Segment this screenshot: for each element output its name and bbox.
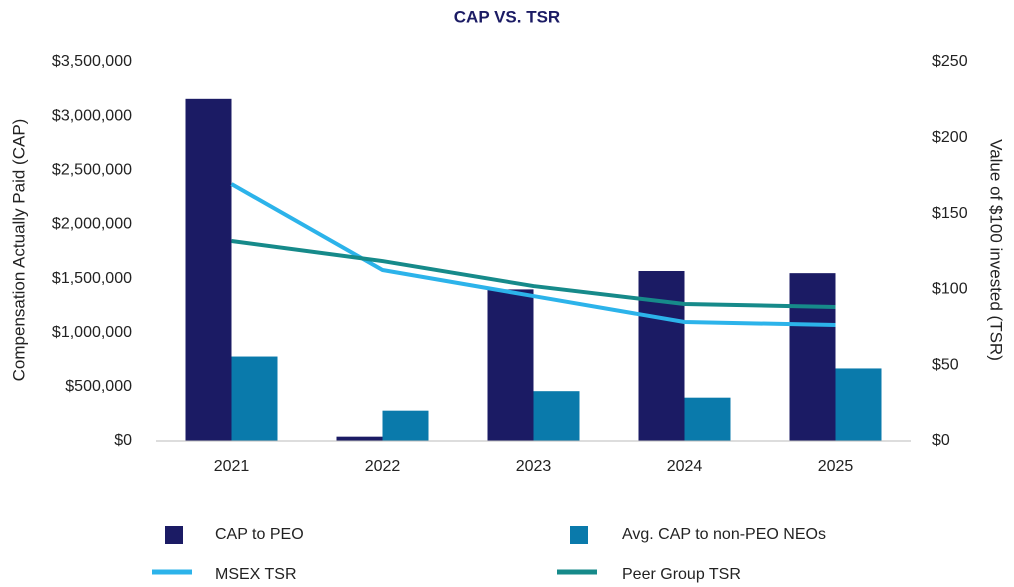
y-tick-label: $3,500,000 xyxy=(52,53,132,70)
legend-label: MSEX TSR xyxy=(215,566,297,583)
bar xyxy=(638,270,685,441)
y-tick-label: $1,000,000 xyxy=(52,324,132,341)
y2-tick-label: $50 xyxy=(932,356,959,373)
legend-swatch xyxy=(165,526,183,544)
bar xyxy=(185,98,232,442)
line-series xyxy=(231,239,836,309)
y-tick-label: $1,500,000 xyxy=(52,270,132,287)
y-axis-title: Compensation Actually Paid (CAP) xyxy=(9,119,28,382)
y-tick-label: $500,000 xyxy=(65,378,132,395)
bar xyxy=(382,410,429,441)
x-tick-label: 2022 xyxy=(365,458,401,475)
x-tick-label: 2021 xyxy=(214,458,250,475)
x-tick-label: 2025 xyxy=(818,458,854,475)
y2-tick-label: $200 xyxy=(932,129,968,146)
y2-tick-label: $100 xyxy=(932,281,968,298)
y-tick-label: $2,000,000 xyxy=(52,216,132,233)
y2-tick-label: $0 xyxy=(932,432,950,449)
y-tick-label: $2,500,000 xyxy=(52,162,132,179)
bar xyxy=(231,356,278,441)
bar xyxy=(684,397,731,441)
y2-tick-label: $150 xyxy=(932,205,968,222)
legend-label: Peer Group TSR xyxy=(622,566,741,583)
y-tick-label: $3,000,000 xyxy=(52,107,132,124)
legend-label: Avg. CAP to non-PEO NEOs xyxy=(622,526,826,543)
x-tick-label: 2024 xyxy=(667,458,703,475)
legend-swatch xyxy=(570,526,588,544)
bar xyxy=(789,273,836,441)
y2-tick-label: $250 xyxy=(932,53,968,70)
line-series xyxy=(230,182,836,328)
chart-title: CAP VS. TSR xyxy=(454,7,560,26)
legend-label: CAP to PEO xyxy=(215,526,304,543)
bar xyxy=(487,289,534,441)
bar xyxy=(835,368,882,441)
y-tick-label: $0 xyxy=(114,432,132,449)
bar xyxy=(336,436,383,441)
y2-axis-title: Value of $100 invested (TSR) xyxy=(987,139,1006,361)
x-tick-label: 2023 xyxy=(516,458,552,475)
bar xyxy=(533,391,580,441)
